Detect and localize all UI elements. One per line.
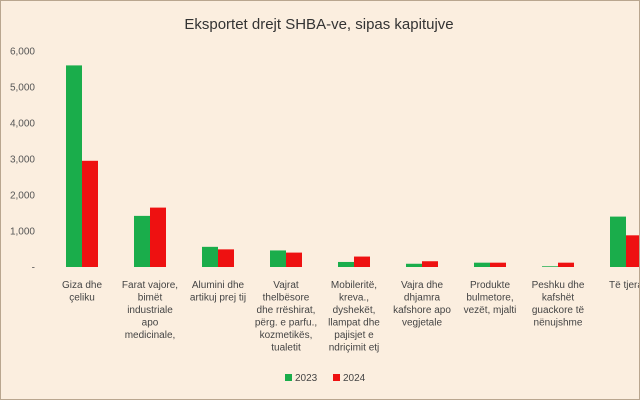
y-axis: - 1,000 2,000 3,000 4,000 5,000 6,000 — [10, 47, 35, 274]
x-category-label: Mobileritë, kreva., dyshekët, llampat dhe pa… — [328, 280, 380, 354]
x-category-label: Alumini dhe artikuj prej tij — [190, 280, 246, 304]
x-category-label: Vajrat thelbësore dhe rrëshirat, përg. e pa… — [255, 280, 317, 354]
bar-2023-7 — [542, 266, 558, 267]
y-tick-label: 3,000 — [10, 155, 35, 166]
legend-label: 2024 — [343, 373, 366, 384]
bar-2023-4 — [338, 261, 354, 267]
bar-2024-7 — [558, 262, 574, 267]
legend-swatch-2023 — [285, 374, 292, 381]
y-tick-label: 2,000 — [10, 191, 35, 202]
bar-2023-8 — [610, 216, 626, 267]
bar-2024-1 — [150, 207, 166, 267]
bar-2023-6 — [474, 262, 490, 267]
legend: 2023 2024 — [285, 373, 366, 384]
bar-2024-2 — [218, 249, 234, 267]
y-tick-label: 1,000 — [10, 227, 35, 238]
bar-2023-0 — [66, 65, 82, 268]
bar-2024-3 — [286, 252, 302, 267]
bar-2024-8 — [626, 235, 639, 267]
bars — [66, 65, 639, 268]
y-tick-label: 6,000 — [10, 47, 35, 58]
x-category-label: Farat vajore, bimët industriale apo medicina… — [122, 280, 178, 341]
x-category-label: Produkte bulmetore, vezët, mjalti — [464, 280, 517, 316]
bar-2023-5 — [406, 263, 422, 267]
x-category-label: Peshku dhe kafshët guackore të nënujshme — [532, 280, 585, 329]
legend-swatch-2024 — [333, 374, 340, 381]
category-labels: Giza dhe çeliku Farat vajore, bimët industri… — [62, 280, 639, 354]
bar-2024-0 — [82, 160, 98, 267]
x-category-label: Giza dhe çeliku — [62, 280, 102, 304]
x-category-label: Të tjera — [609, 280, 639, 291]
bar-2024-4 — [354, 256, 370, 267]
bar-2023-3 — [270, 250, 286, 267]
bar-2023-2 — [202, 246, 218, 267]
legend-label: 2023 — [295, 373, 318, 384]
y-tick-label: 4,000 — [10, 119, 35, 130]
y-tick-label: 5,000 — [10, 83, 35, 94]
x-category-label: Vajra dhe dhjamra kafshore apo vegjetale — [393, 280, 451, 329]
y-tick-label: - — [32, 263, 35, 274]
bar-2024-6 — [490, 262, 506, 267]
chart-title: Eksportet drejt SHBA-ve, sipas kapitujve — [184, 16, 453, 33]
bar-2023-1 — [134, 215, 150, 267]
bar-2024-5 — [422, 261, 438, 267]
